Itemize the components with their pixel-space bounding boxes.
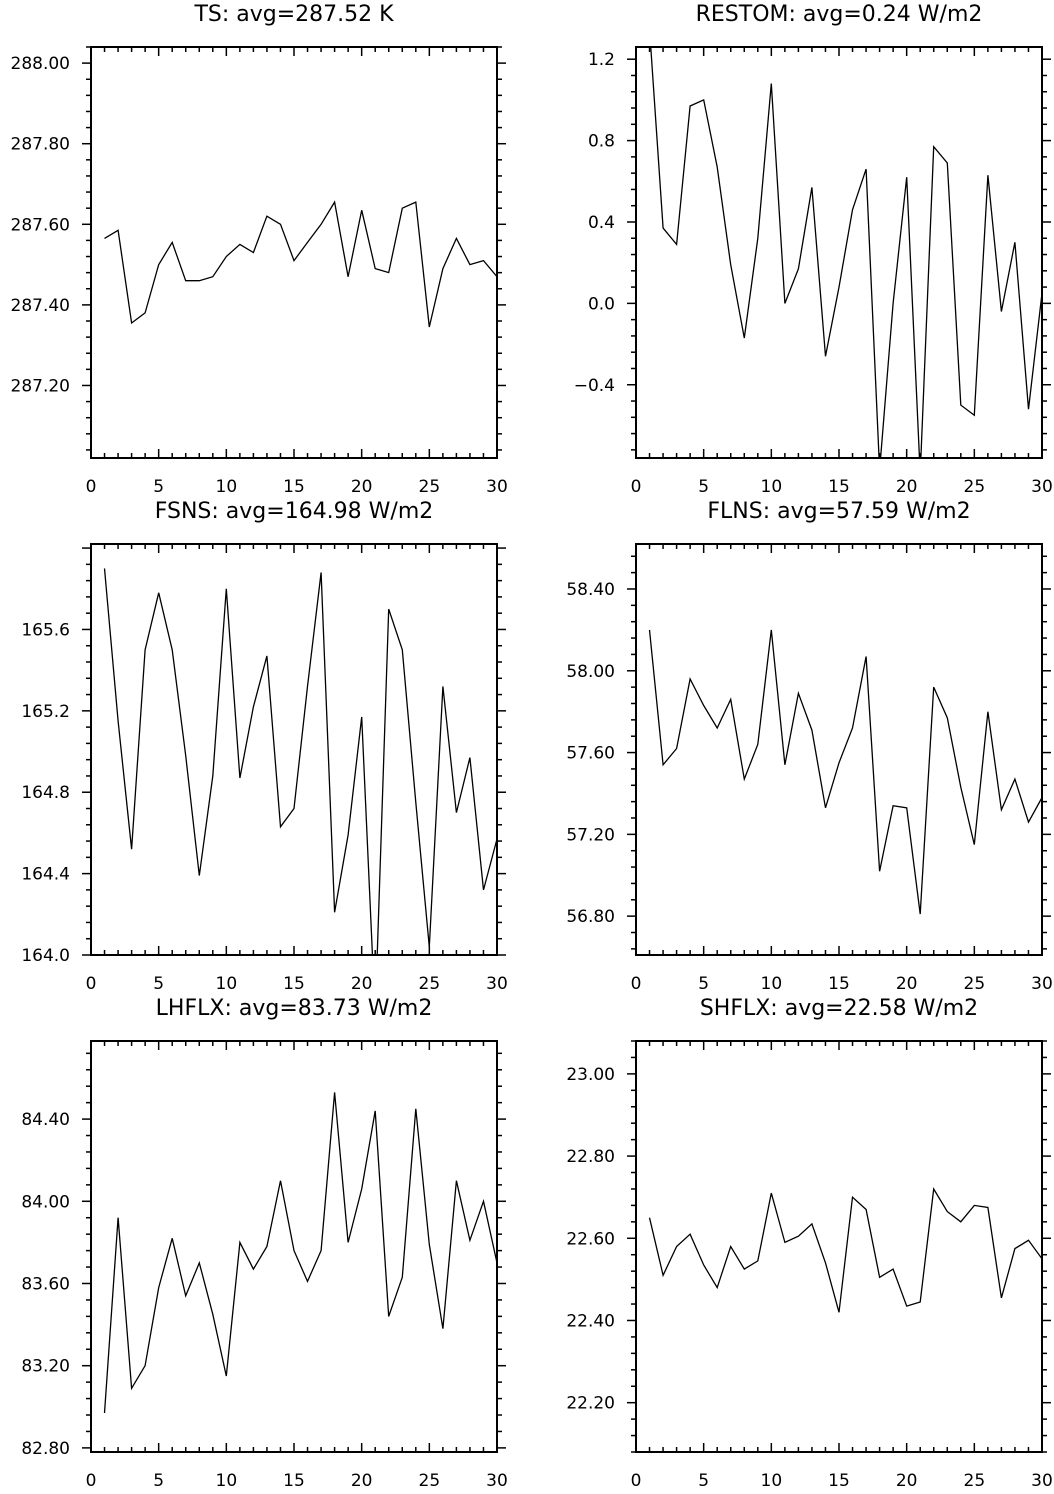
panel-title: FLNS: avg=57.59 W/m2 <box>707 499 970 524</box>
y-tick-label: 0.4 <box>588 213 615 233</box>
panel-title: SHFLX: avg=22.58 W/m2 <box>700 996 978 1021</box>
x-tick-label: 5 <box>153 974 164 994</box>
y-tick-label: 164.4 <box>21 865 70 885</box>
x-tick-label: 20 <box>896 1471 918 1491</box>
series-line <box>648 629 1042 915</box>
x-tick-label: 10 <box>761 974 783 994</box>
y-tick-label: 165.6 <box>21 620 70 640</box>
x-tick-label: 10 <box>761 1471 783 1491</box>
y-tick-label: 56.80 <box>566 907 615 927</box>
x-tick-label: 5 <box>153 477 164 497</box>
plot-frame <box>635 1040 1043 1453</box>
series-line <box>650 47 1042 458</box>
panel-shflx: 0 5 10 15 20 25 30 22.20 22.40 22.60 22.80 23.00 SHF… <box>566 996 1052 1491</box>
x-tick-label: 30 <box>1031 974 1053 994</box>
x-tick-label: 15 <box>283 477 305 497</box>
y-tick-label: 164.0 <box>21 946 70 966</box>
series-line <box>103 568 497 955</box>
panel-title: TS: avg=287.52 K <box>193 2 394 27</box>
x-tick-label: 20 <box>351 974 373 994</box>
plot-frame <box>90 1040 498 1453</box>
y-tick-label: 22.20 <box>566 1394 615 1414</box>
panel-lhflx: 0 5 10 15 20 25 30 82.80 83.20 83.60 84.00 84.40 LHF… <box>21 996 507 1491</box>
panel-ts: 0 5 10 15 20 25 30 287.20 287.40 287.60 287.80 288.… <box>11 2 508 497</box>
panel-flns: 0 5 10 15 20 25 30 56.80 57.20 57.60 58.00 58.40 FLN… <box>566 499 1052 994</box>
plot-frame <box>90 543 498 956</box>
x-tick-label: 5 <box>698 974 709 994</box>
x-tick-label: 5 <box>153 1471 164 1491</box>
x-tick-label: 25 <box>964 1471 986 1491</box>
y-tick-label: 287.40 <box>11 296 70 316</box>
y-tick-label: 57.20 <box>566 825 615 845</box>
x-tick-label: 5 <box>698 477 709 497</box>
x-tick-label: 5 <box>698 1471 709 1491</box>
x-tick-label: 0 <box>86 1471 97 1491</box>
x-tick-label: 25 <box>964 477 986 497</box>
panel-restom: 0 5 10 15 20 25 30 −0.4 0.0 0.4 0.8 1.2 RESTOM: avg=… <box>574 2 1053 497</box>
y-tick-label: 1.2 <box>588 50 615 70</box>
x-tick-label: 15 <box>828 1471 850 1491</box>
x-tick-label: 0 <box>86 974 97 994</box>
x-tick-label: 10 <box>216 1471 238 1491</box>
x-tick-label: 10 <box>761 477 783 497</box>
x-tick-label: 0 <box>631 477 642 497</box>
x-tick-label: 20 <box>351 1471 373 1491</box>
y-tick-label: 83.60 <box>21 1274 70 1294</box>
y-tick-label: 287.20 <box>11 376 70 396</box>
y-tick-label: 288.00 <box>11 54 70 74</box>
panel-fsns: 0 5 10 15 20 25 30 164.0 164.4 164.8 165.2 165.6 FSN… <box>21 499 508 994</box>
panel-title: FSNS: avg=164.98 W/m2 <box>155 499 434 524</box>
x-tick-label: 10 <box>216 974 238 994</box>
plot-frame <box>90 46 498 459</box>
y-tick-label: 58.00 <box>566 662 615 682</box>
y-tick-label: 287.60 <box>11 215 70 235</box>
x-tick-label: 20 <box>896 974 918 994</box>
x-tick-label: 30 <box>1031 1471 1053 1491</box>
y-tick-label: 165.2 <box>21 702 70 722</box>
x-tick-label: 25 <box>419 974 441 994</box>
x-tick-label: 30 <box>486 974 508 994</box>
series-line <box>104 200 497 328</box>
panel-title: RESTOM: avg=0.24 W/m2 <box>696 2 983 27</box>
panel-title: LHFLX: avg=83.73 W/m2 <box>156 996 433 1021</box>
x-tick-label: 30 <box>1031 477 1053 497</box>
y-tick-label: 58.40 <box>566 580 615 600</box>
y-tick-label: 83.20 <box>21 1357 70 1377</box>
y-tick-label: −0.4 <box>574 376 615 396</box>
x-tick-label: 25 <box>419 1471 441 1491</box>
x-tick-label: 30 <box>486 477 508 497</box>
series-line <box>648 1187 1042 1313</box>
x-tick-label: 15 <box>828 477 850 497</box>
y-tick-label: 287.80 <box>11 135 70 155</box>
plot-frame <box>635 46 1043 459</box>
x-tick-label: 30 <box>486 1471 508 1491</box>
y-tick-label: 22.60 <box>566 1229 615 1249</box>
y-tick-label: 82.80 <box>21 1439 70 1459</box>
series-line <box>103 1092 497 1414</box>
y-tick-label: 164.8 <box>21 783 70 803</box>
plot-frame <box>635 543 1043 956</box>
y-tick-label: 84.40 <box>21 1110 70 1130</box>
y-tick-label: 22.80 <box>566 1147 615 1167</box>
y-tick-label: 0.8 <box>588 132 615 152</box>
x-tick-label: 15 <box>283 1471 305 1491</box>
y-tick-label: 23.00 <box>566 1065 615 1085</box>
x-tick-label: 25 <box>964 974 986 994</box>
x-tick-label: 20 <box>351 477 373 497</box>
y-tick-label: 57.60 <box>566 744 615 764</box>
x-tick-label: 0 <box>86 477 97 497</box>
y-tick-label: 22.40 <box>566 1311 615 1331</box>
x-tick-label: 0 <box>631 1471 642 1491</box>
x-tick-label: 20 <box>896 477 918 497</box>
x-tick-label: 0 <box>631 974 642 994</box>
x-tick-label: 25 <box>419 477 441 497</box>
x-tick-label: 10 <box>216 477 238 497</box>
x-tick-label: 15 <box>828 974 850 994</box>
y-tick-label: 0.0 <box>588 294 615 314</box>
y-tick-label: 84.00 <box>21 1192 70 1212</box>
x-tick-label: 15 <box>283 974 305 994</box>
